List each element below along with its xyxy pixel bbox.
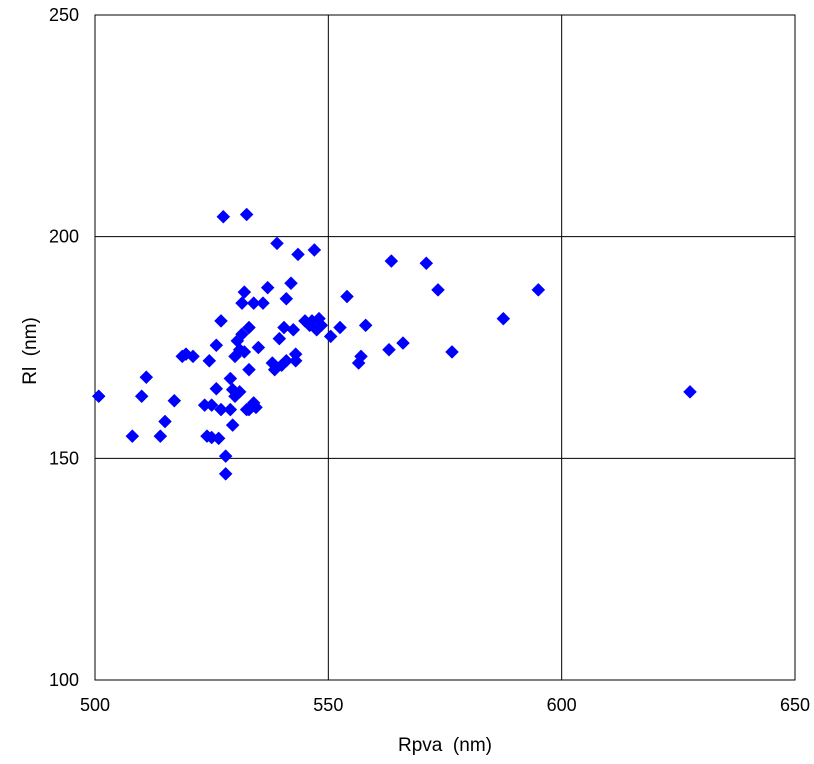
data-point (153, 429, 168, 444)
data-point (223, 371, 238, 386)
data-point (260, 280, 275, 295)
x-axis-ticks: 500 550 600 650 (80, 695, 810, 715)
data-point (218, 466, 233, 481)
data-point (323, 329, 338, 344)
data-point (91, 389, 106, 404)
data-point (186, 349, 200, 364)
data-point (496, 311, 511, 326)
data-point (279, 291, 294, 306)
data-point (419, 256, 434, 271)
data-point (139, 370, 154, 385)
data-point (256, 296, 270, 311)
data-point (134, 389, 149, 404)
plot-area (94, 14, 796, 681)
y-tick-label: 200 (49, 227, 79, 247)
x-tick-label: 550 (313, 695, 343, 715)
data-points (91, 207, 697, 481)
data-point (237, 285, 252, 299)
data-point (683, 384, 697, 399)
y-axis-ticks: 100 150 200 250 (49, 5, 79, 690)
data-point (531, 283, 546, 297)
y-tick-label: 100 (49, 670, 79, 690)
data-point (235, 327, 249, 342)
data-point (382, 342, 396, 357)
data-point (431, 283, 445, 297)
data-point (167, 393, 182, 408)
data-point (246, 296, 261, 311)
data-point (270, 236, 284, 251)
data-point (214, 314, 228, 328)
data-point (209, 338, 224, 353)
data-point (307, 243, 322, 257)
y-tick-label: 250 (49, 5, 79, 25)
data-point (333, 320, 347, 335)
data-point (286, 322, 301, 337)
y-axis-title: Rl (nm) (20, 317, 41, 385)
data-point (279, 353, 294, 368)
data-point (209, 381, 224, 396)
data-point (239, 207, 254, 222)
data-point (340, 289, 354, 304)
data-point (288, 353, 303, 368)
data-point (249, 400, 263, 415)
data-point (202, 353, 217, 368)
data-point (384, 254, 399, 268)
x-tick-label: 600 (547, 695, 577, 715)
data-point (272, 331, 287, 346)
data-point (445, 345, 459, 359)
data-point (251, 340, 266, 355)
x-tick-label: 500 (80, 695, 110, 715)
data-point (232, 384, 247, 399)
data-point (237, 345, 252, 359)
gridlines (95, 15, 795, 680)
data-point (291, 247, 305, 262)
data-point (314, 318, 329, 333)
y-tick-label: 150 (49, 448, 79, 468)
data-point (235, 296, 249, 311)
data-point (218, 449, 233, 463)
x-tick-label: 650 (780, 695, 810, 715)
data-point (216, 209, 231, 224)
data-point (158, 414, 172, 429)
data-point (284, 276, 298, 291)
data-point (204, 398, 219, 412)
data-point (225, 418, 240, 432)
data-point (354, 349, 368, 364)
x-axis-title: Rpva (nm) (398, 735, 492, 756)
data-point (358, 318, 373, 333)
data-point (242, 362, 256, 377)
data-point (277, 320, 291, 335)
data-point (211, 431, 226, 446)
data-point (223, 402, 238, 417)
data-point (242, 320, 256, 335)
data-point (396, 336, 410, 350)
data-point (125, 429, 140, 444)
data-point (214, 402, 228, 417)
